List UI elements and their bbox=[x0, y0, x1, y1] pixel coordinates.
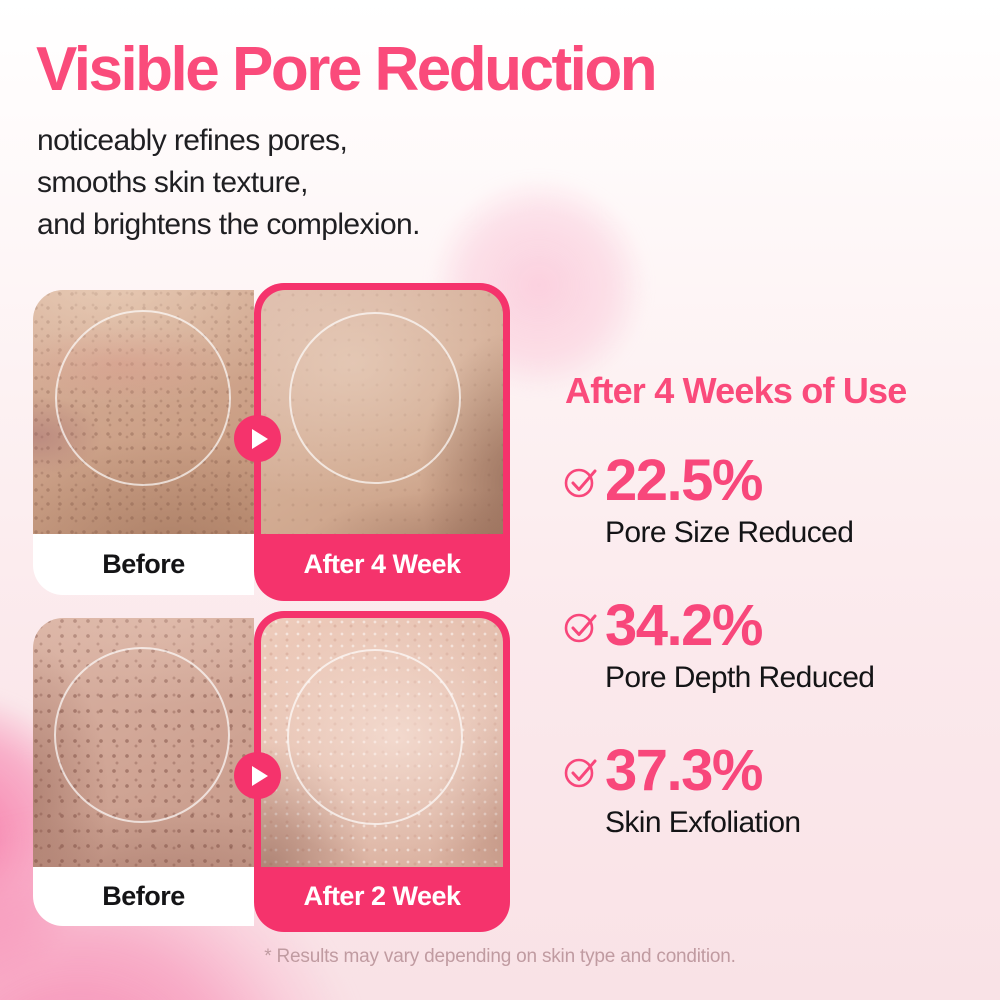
play-button[interactable] bbox=[234, 752, 281, 799]
subtitle: noticeably refines pores, smooths skin t… bbox=[37, 120, 597, 246]
stat-value: 22.5% bbox=[605, 448, 763, 513]
stat-label: Pore Size Reduced bbox=[605, 516, 854, 549]
before-label-bar: Before bbox=[33, 534, 254, 595]
play-icon bbox=[252, 765, 268, 786]
focus-circle bbox=[287, 649, 463, 825]
after-label: After 4 Week bbox=[303, 548, 461, 579]
before-card: Before bbox=[33, 618, 254, 926]
results-heading: After 4 Weeks of Use bbox=[565, 370, 907, 411]
disclaimer: * Results may vary depending on skin typ… bbox=[264, 946, 736, 967]
after-skin-photo bbox=[261, 290, 503, 534]
page-title: Visible Pore Reduction bbox=[36, 35, 658, 104]
after-card: After 2 Week bbox=[254, 611, 510, 932]
comparison-panel-4week: Before After 4 Week bbox=[33, 283, 510, 601]
focus-circle bbox=[54, 647, 230, 823]
subtitle-line-3: and brightens the complexion. bbox=[37, 208, 420, 241]
focus-circle bbox=[55, 310, 231, 486]
before-label: Before bbox=[102, 881, 185, 911]
stat-pore-depth: 34.2% Pore Depth Reduced bbox=[564, 593, 985, 695]
after-label-bar: After 2 Week bbox=[261, 867, 503, 925]
stat-pore-size: 22.5% Pore Size Reduced bbox=[564, 448, 985, 550]
check-circle-icon bbox=[564, 468, 597, 498]
comparison-panel-2week: Before After 2 Week bbox=[33, 611, 510, 932]
stat-value: 37.3% bbox=[605, 738, 763, 803]
results-column: After 4 Weeks of Use 22.5% Pore Size Red… bbox=[564, 370, 985, 887]
subtitle-line-1: noticeably refines pores, bbox=[37, 124, 348, 157]
before-card: Before bbox=[33, 290, 254, 595]
before-label-bar: Before bbox=[33, 867, 254, 926]
after-skin-photo bbox=[261, 618, 503, 867]
after-label: After 2 Week bbox=[303, 880, 461, 911]
play-icon bbox=[252, 428, 268, 449]
before-skin-photo bbox=[33, 290, 254, 534]
stat-label: Pore Depth Reduced bbox=[605, 661, 875, 694]
stat-skin-exfoliation: 37.3% Skin Exfoliation bbox=[564, 738, 985, 840]
before-skin-photo bbox=[33, 618, 254, 867]
play-button[interactable] bbox=[234, 415, 281, 462]
subtitle-line-2: smooths skin texture, bbox=[37, 166, 308, 199]
check-circle-icon bbox=[564, 758, 597, 788]
after-card: After 4 Week bbox=[254, 283, 510, 601]
stat-label: Skin Exfoliation bbox=[605, 806, 801, 839]
before-label: Before bbox=[102, 549, 185, 579]
check-circle-icon bbox=[564, 613, 597, 643]
after-label-bar: After 4 Week bbox=[261, 534, 503, 594]
focus-circle bbox=[289, 312, 461, 484]
stat-value: 34.2% bbox=[605, 593, 763, 658]
